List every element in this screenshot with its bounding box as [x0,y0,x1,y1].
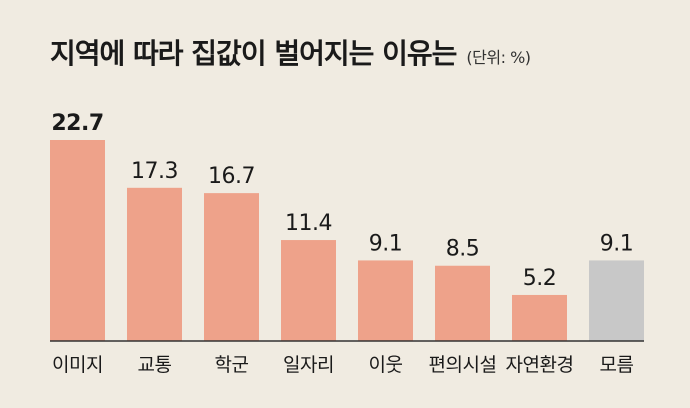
category-label-1: 교통 [138,354,172,376]
bar-5 [435,265,490,341]
category-label-0: 이미지 [52,354,103,376]
chart-header: 지역에 따라 집값이 벌어지는 이유는 (단위: %) [50,32,670,72]
unit-label: (단위: %) [466,48,531,67]
value-label-0: 22.7 [51,111,103,136]
bar-3 [281,240,336,341]
category-label-7: 모름 [600,354,634,376]
value-label-6: 5.2 [523,266,557,291]
category-label-3: 일자리 [283,354,334,376]
chart-title: 지역에 따라 집값이 벌어지는 이유는 [50,37,457,70]
value-label-2: 16.7 [208,164,255,189]
value-label-1: 17.3 [131,159,178,184]
bar-6 [512,294,567,341]
value-label-3: 11.4 [285,211,332,236]
category-label-5: 편의시설 [429,354,497,376]
bar-7 [589,260,644,341]
bar-0 [50,140,105,341]
category-label-6: 자연환경 [506,354,574,376]
category-label-2: 학군 [215,354,249,376]
bar-4 [358,260,413,341]
value-label-4: 9.1 [369,231,403,256]
bar-1 [127,187,182,341]
value-label-7: 9.1 [600,231,634,256]
value-label-5: 8.5 [446,237,480,262]
category-label-4: 이웃 [369,354,403,376]
bar-2 [204,193,259,341]
